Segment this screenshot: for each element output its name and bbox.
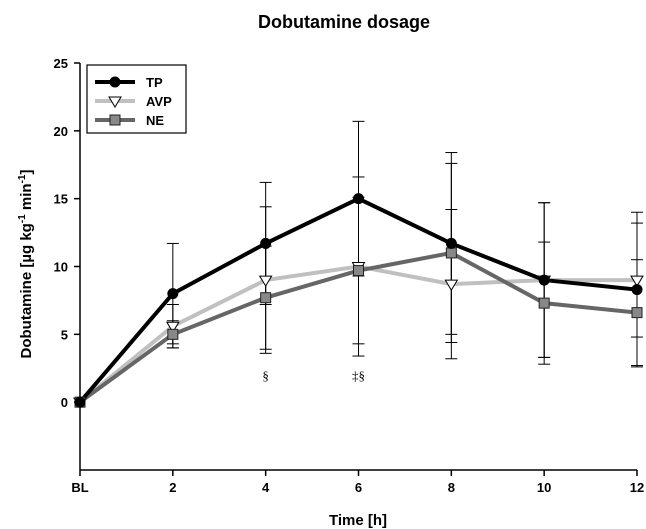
- point-ne: [631, 307, 643, 319]
- point-avp: [444, 279, 459, 292]
- y-tick-label: 10: [54, 260, 68, 275]
- legend-label-tp: TP: [146, 75, 163, 90]
- chart-legend: TP AVP NE: [86, 64, 187, 134]
- y-tick-label: 0: [61, 395, 68, 410]
- y-tick-label: 15: [54, 192, 68, 207]
- x-tick-label: 12: [630, 480, 644, 495]
- point-ne: [353, 265, 364, 277]
- markers-tp: [74, 193, 643, 408]
- point-tp: [167, 288, 179, 300]
- point-avp: [165, 321, 180, 334]
- chart-series: [73, 120, 644, 410]
- point-ne: [167, 328, 179, 340]
- y-tick-label: 20: [54, 124, 68, 139]
- chart-title: Dobutamine dosage: [258, 12, 430, 32]
- point-ne: [109, 114, 121, 126]
- x-axis-label: Time [h]: [329, 512, 387, 529]
- point-tp: [353, 193, 364, 205]
- point-ne: [260, 292, 272, 304]
- error-bars: [166, 120, 643, 368]
- annotation-symbol: ‡§: [352, 368, 365, 383]
- y-tick-label: 25: [54, 56, 68, 71]
- point-tp: [260, 237, 272, 249]
- chart-axes: 0 5 10 15 20 25 BL 2 4 6 8 10 12: [54, 56, 645, 495]
- markers-ne: [74, 247, 643, 408]
- x-tick-label: 2: [169, 480, 176, 495]
- point-tp: [631, 284, 643, 296]
- point-avp: [258, 275, 273, 288]
- chart-annotations: § ‡§: [262, 368, 365, 383]
- y-tick-label: 5: [61, 327, 68, 342]
- x-tick-label: BL: [71, 480, 88, 495]
- y-axis-label: Dobutamine [µg kg-1 min-1]: [17, 170, 35, 359]
- point-avp: [108, 96, 122, 108]
- point-tp: [445, 237, 457, 249]
- point-ne: [445, 247, 457, 259]
- x-tick-label: 4: [262, 480, 270, 495]
- x-tick-label: 8: [448, 480, 455, 495]
- legend-label-avp: AVP: [146, 94, 172, 109]
- x-tick-label: 6: [355, 480, 362, 495]
- annotation-symbol: §: [262, 368, 269, 383]
- point-tp: [538, 274, 550, 286]
- point-ne: [538, 297, 550, 309]
- legend-label-ne: NE: [146, 113, 164, 128]
- x-tick-label: 10: [537, 480, 551, 495]
- point-tp: [74, 396, 86, 408]
- point-tp: [109, 76, 121, 88]
- point-avp: [630, 275, 644, 288]
